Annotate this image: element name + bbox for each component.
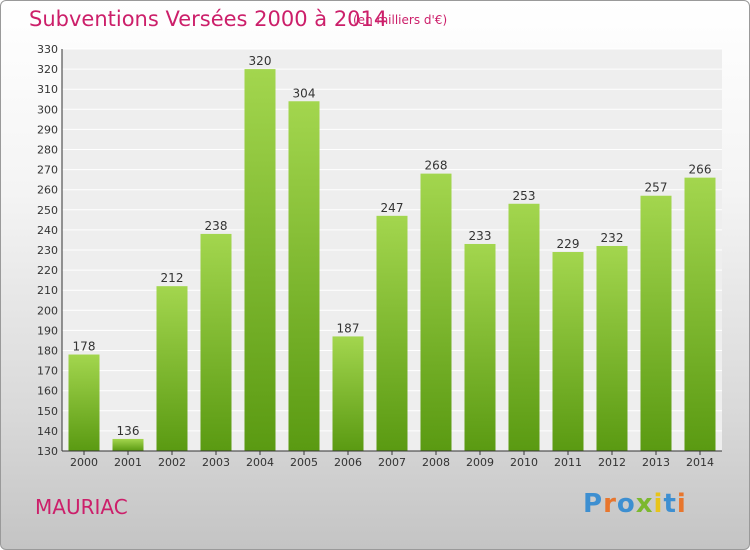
logo-letter: r xyxy=(603,489,617,519)
y-tick-label: 140 xyxy=(37,425,58,438)
y-tick-label: 240 xyxy=(37,224,58,237)
x-tick-label: 2013 xyxy=(642,456,670,469)
y-tick-label: 150 xyxy=(37,405,58,418)
x-tick-label: 2012 xyxy=(598,456,626,469)
x-tick-label: 2006 xyxy=(334,456,362,469)
data-label: 187 xyxy=(337,321,360,335)
y-tick-label: 280 xyxy=(37,144,58,157)
y-tick-label: 180 xyxy=(37,345,58,358)
bar xyxy=(156,286,188,451)
y-tick-label: 220 xyxy=(37,264,58,277)
logo-letter: P xyxy=(583,489,604,519)
bar xyxy=(420,173,452,451)
y-axis: 130 140 150 160 170 180 190 200 210 220 230 240 250 2… xyxy=(37,43,63,458)
x-tick-label: 2000 xyxy=(70,456,98,469)
bar xyxy=(464,243,496,451)
data-label: 229 xyxy=(557,237,580,251)
x-axis: 2000 2001 2002 2003 2004 2005 2006 2007 2008 2009… xyxy=(62,450,722,469)
data-labels: 178 136 212 238 320 304 187 247 268 233 253 229 232 2… xyxy=(73,54,712,438)
x-tick-label: 2009 xyxy=(466,456,494,469)
commune-name: MAURIAC xyxy=(35,495,128,519)
bar xyxy=(288,101,320,451)
data-label: 232 xyxy=(601,231,624,245)
y-tick-label: 310 xyxy=(37,83,58,96)
data-label: 136 xyxy=(117,424,140,438)
data-label: 178 xyxy=(73,340,96,354)
y-tick-label: 200 xyxy=(37,304,58,317)
bar xyxy=(640,195,672,451)
x-tick-label: 2005 xyxy=(290,456,318,469)
data-label: 268 xyxy=(425,159,448,173)
data-label: 238 xyxy=(205,219,228,233)
data-label: 304 xyxy=(293,86,316,100)
y-tick-label: 250 xyxy=(37,204,58,217)
logo-letter: x xyxy=(635,489,654,519)
bar xyxy=(332,336,364,451)
bar xyxy=(112,438,144,451)
y-tick-label: 330 xyxy=(37,43,58,56)
bar xyxy=(200,233,232,451)
logo-letter: i xyxy=(653,489,664,519)
bar xyxy=(552,252,584,451)
x-tick-label: 2014 xyxy=(686,456,714,469)
logo-letter: t xyxy=(663,489,677,519)
bar xyxy=(508,203,540,451)
y-tick-label: 300 xyxy=(37,103,58,116)
y-tick-label: 320 xyxy=(37,63,58,76)
proxiti-logo: Proxiti xyxy=(583,489,687,519)
data-label: 247 xyxy=(381,201,404,215)
x-tick-label: 2002 xyxy=(158,456,186,469)
y-tick-label: 270 xyxy=(37,164,58,177)
logo-letter: i xyxy=(676,489,687,519)
data-label: 212 xyxy=(161,271,184,285)
data-label: 266 xyxy=(689,163,712,177)
bar xyxy=(376,215,408,451)
data-label: 253 xyxy=(513,189,536,203)
data-label: 320 xyxy=(249,54,272,68)
logo-letter: o xyxy=(616,489,636,519)
data-label: 257 xyxy=(645,181,668,195)
y-tick-label: 230 xyxy=(37,244,58,257)
bars xyxy=(68,69,716,451)
chart-subtitle: (en milliers d'€) xyxy=(353,13,448,27)
x-tick-label: 2008 xyxy=(422,456,450,469)
bar xyxy=(596,245,628,451)
y-tick-label: 290 xyxy=(37,123,58,136)
bar xyxy=(68,354,100,451)
bar xyxy=(244,69,276,451)
y-tick-label: 190 xyxy=(37,324,58,337)
chart-title: Subventions Versées 2000 à 2014 xyxy=(29,7,388,31)
y-tick-label: 210 xyxy=(37,284,58,297)
x-tick-label: 2007 xyxy=(378,456,406,469)
data-label: 233 xyxy=(469,229,492,243)
bar xyxy=(684,177,716,451)
x-tick-label: 2011 xyxy=(554,456,582,469)
y-tick-label: 260 xyxy=(37,184,58,197)
x-tick-label: 2003 xyxy=(202,456,230,469)
y-tick-label: 170 xyxy=(37,365,58,378)
x-tick-label: 2004 xyxy=(246,456,274,469)
x-tick-label: 2010 xyxy=(510,456,538,469)
y-tick-label: 130 xyxy=(37,445,58,458)
x-tick-label: 2001 xyxy=(114,456,142,469)
y-tick-label: 160 xyxy=(37,385,58,398)
